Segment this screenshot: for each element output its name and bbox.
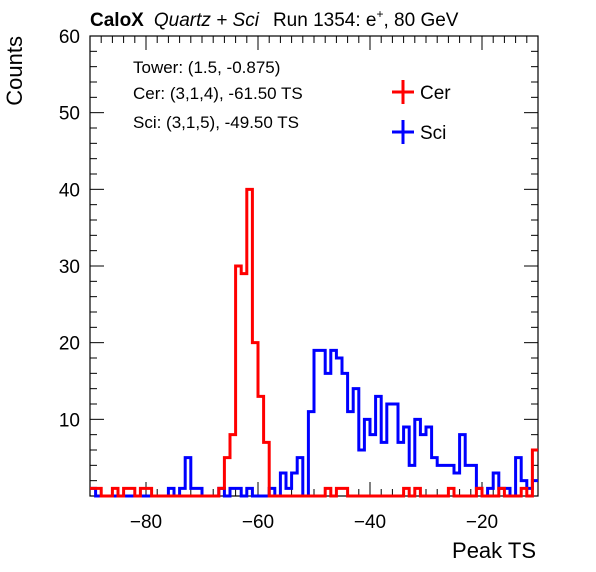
- legend-marker-cer: [392, 80, 414, 104]
- y-tick-label: 60: [59, 27, 80, 48]
- legend: Cer Sci: [392, 80, 451, 144]
- x-tick-label: −20: [466, 512, 498, 533]
- legend-marker-sci: [392, 120, 414, 144]
- annotation-cer: Cer: (3,1,4), -61.50 TS: [133, 84, 303, 103]
- cer-histogram: [90, 187, 538, 498]
- y-tick-label: 20: [59, 334, 80, 355]
- annotation-sci: Sci: (3,1,5), -49.50 TS: [133, 113, 299, 132]
- title-run: Run 1354: e: [273, 10, 377, 31]
- y-axis-title: Counts: [2, 36, 27, 106]
- title-run-suffix: , 80 GeV: [383, 10, 458, 31]
- x-tick-label: −80: [130, 512, 162, 533]
- x-tick-label: −60: [242, 512, 274, 533]
- y-tick-label: 30: [59, 257, 80, 278]
- x-tick-labels: −80 −60 −40 −20: [130, 512, 498, 533]
- sci-histogram: [90, 348, 538, 498]
- legend-label-sci: Sci: [420, 123, 446, 144]
- legend-label-cer: Cer: [420, 83, 451, 104]
- y-tick-label: 10: [59, 410, 80, 431]
- title-experiment: CaloX: [90, 10, 144, 31]
- annotation-tower: Tower: (1.5, -0.875): [133, 58, 280, 77]
- y-tick-label: 40: [59, 180, 80, 201]
- title-config: Quartz + Sci: [154, 10, 260, 31]
- x-axis-title: Peak TS: [452, 538, 536, 563]
- axis-ticks: [89, 35, 539, 497]
- y-tick-labels: 10 20 30 40 50 60: [59, 27, 80, 431]
- plot-frame: [89, 35, 539, 497]
- x-tick-label: −40: [354, 512, 386, 533]
- chart-title: CaloX Quartz + Sci Run 1354: e+, 80 GeV: [90, 7, 459, 31]
- title-superscript: +: [376, 7, 383, 21]
- y-tick-label: 50: [59, 104, 80, 125]
